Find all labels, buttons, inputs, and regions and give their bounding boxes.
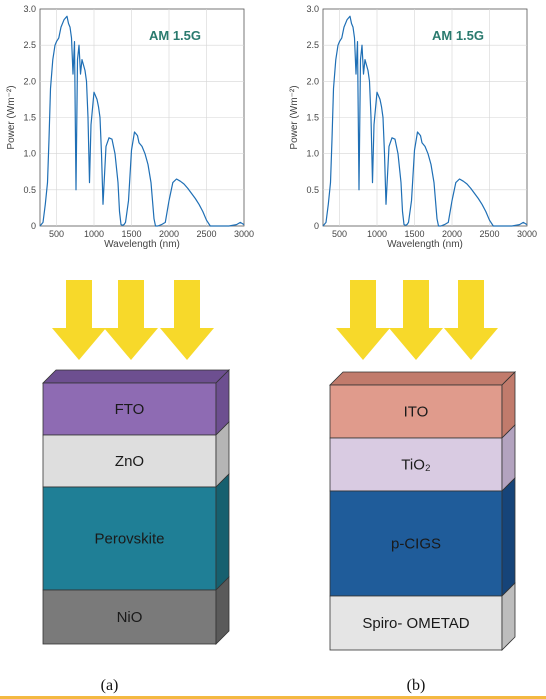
- x-tick-label: 1000: [367, 229, 387, 239]
- layer-front-face: [42, 434, 217, 488]
- x-tick-label: 1500: [121, 229, 141, 239]
- layer-side-face: [501, 477, 516, 597]
- x-tick-label: 2500: [196, 229, 216, 239]
- layer-label: ZnO: [115, 453, 144, 470]
- chart-title: AM 1.5G: [149, 28, 201, 43]
- y-tick-label: 2.5: [306, 40, 319, 50]
- x-tick-label: 500: [49, 229, 64, 239]
- layer-front-face: [42, 382, 217, 436]
- layer-side-face: [215, 473, 230, 591]
- light-arrow-icon: [104, 280, 158, 360]
- light-arrow-icon: [52, 280, 106, 360]
- layer-label: ITO: [404, 404, 429, 421]
- y-tick-label: 0.5: [306, 185, 319, 195]
- y-tick-label: 1.5: [306, 113, 319, 123]
- layer: TiO₂: [329, 424, 516, 492]
- spectrum-chart-a: 0 0.5 1.0 1.5 2.0 2.5 3.0 500 1000 1500 2000 2500 30…: [6, 4, 254, 250]
- y-tick-label: 2.0: [306, 76, 319, 86]
- x-axis-label: Wavelength (nm): [387, 239, 463, 250]
- layer-label: TiO₂: [401, 457, 431, 474]
- layer-label: NiO: [117, 609, 143, 626]
- x-tick-label: 1500: [404, 229, 424, 239]
- x-axis-label: Wavelength (nm): [104, 239, 180, 250]
- layer-front-face: [42, 589, 217, 645]
- bottom-accent-bar: [0, 696, 546, 699]
- light-arrow-icon: [444, 280, 498, 360]
- stack-top-face: [42, 369, 230, 384]
- layer-stack-b: ITO TiO₂ p-CIGS Spiro- OMETAD (b): [329, 371, 516, 694]
- light-arrow-icon: [389, 280, 443, 360]
- light-arrow-icon: [336, 280, 390, 360]
- layer: FTO: [42, 369, 230, 436]
- layer: Spiro- OMETAD: [329, 582, 516, 651]
- chart-title: AM 1.5G: [432, 28, 484, 43]
- x-tick-label: 500: [332, 229, 347, 239]
- x-tick-label: 2500: [479, 229, 499, 239]
- layer-label: FTO: [115, 401, 145, 418]
- x-tick-label: 2000: [159, 229, 179, 239]
- spectrum-chart-b: 0 0.5 1.0 1.5 2.0 2.5 3.0 500 1000 1500 2000 2500 30…: [289, 4, 537, 250]
- panel-caption: (b): [407, 677, 426, 694]
- layer-front-face: [329, 437, 503, 492]
- light-arrow-icon: [160, 280, 214, 360]
- y-axis-label: Power (Wm⁻²): [6, 85, 17, 149]
- layer: p-CIGS: [329, 477, 516, 597]
- layer-front-face: [329, 490, 503, 597]
- layer-side-face: [501, 582, 516, 651]
- y-tick-label: 1.0: [23, 149, 36, 159]
- y-tick-label: 1.5: [23, 113, 36, 123]
- x-tick-label: 1000: [84, 229, 104, 239]
- y-tick-label: 0: [31, 221, 36, 231]
- spectrum-series-line: [322, 15, 528, 227]
- y-tick-label: 3.0: [306, 4, 319, 14]
- y-tick-label: 0.5: [23, 185, 36, 195]
- panel-caption: (a): [101, 677, 119, 694]
- layer-stack-a: FTO ZnO Perovskite NiO (a): [42, 369, 230, 694]
- y-tick-label: 2.0: [23, 76, 36, 86]
- y-tick-label: 3.0: [23, 4, 36, 14]
- y-axis-label: Power (Wm⁻²): [289, 85, 300, 149]
- layer-front-face: [329, 595, 503, 651]
- spectrum-series-line: [39, 15, 245, 227]
- layer-front-face: [42, 486, 217, 591]
- y-tick-label: 0: [314, 221, 319, 231]
- layer-label: p-CIGS: [391, 536, 441, 553]
- x-tick-label: 2000: [442, 229, 462, 239]
- layer-label: Perovskite: [94, 531, 164, 548]
- x-tick-label: 3000: [517, 229, 537, 239]
- layer: ZnO: [42, 421, 230, 488]
- layer: NiO: [42, 576, 230, 645]
- layer-front-face: [329, 384, 503, 439]
- stack-top-face: [329, 371, 516, 386]
- y-tick-label: 2.5: [23, 40, 36, 50]
- layer-side-face: [215, 576, 230, 645]
- y-tick-label: 1.0: [306, 149, 319, 159]
- x-tick-label: 3000: [234, 229, 254, 239]
- layer: Perovskite: [42, 473, 230, 591]
- layer: ITO: [329, 371, 516, 439]
- layer-label: Spiro- OMETAD: [362, 615, 469, 632]
